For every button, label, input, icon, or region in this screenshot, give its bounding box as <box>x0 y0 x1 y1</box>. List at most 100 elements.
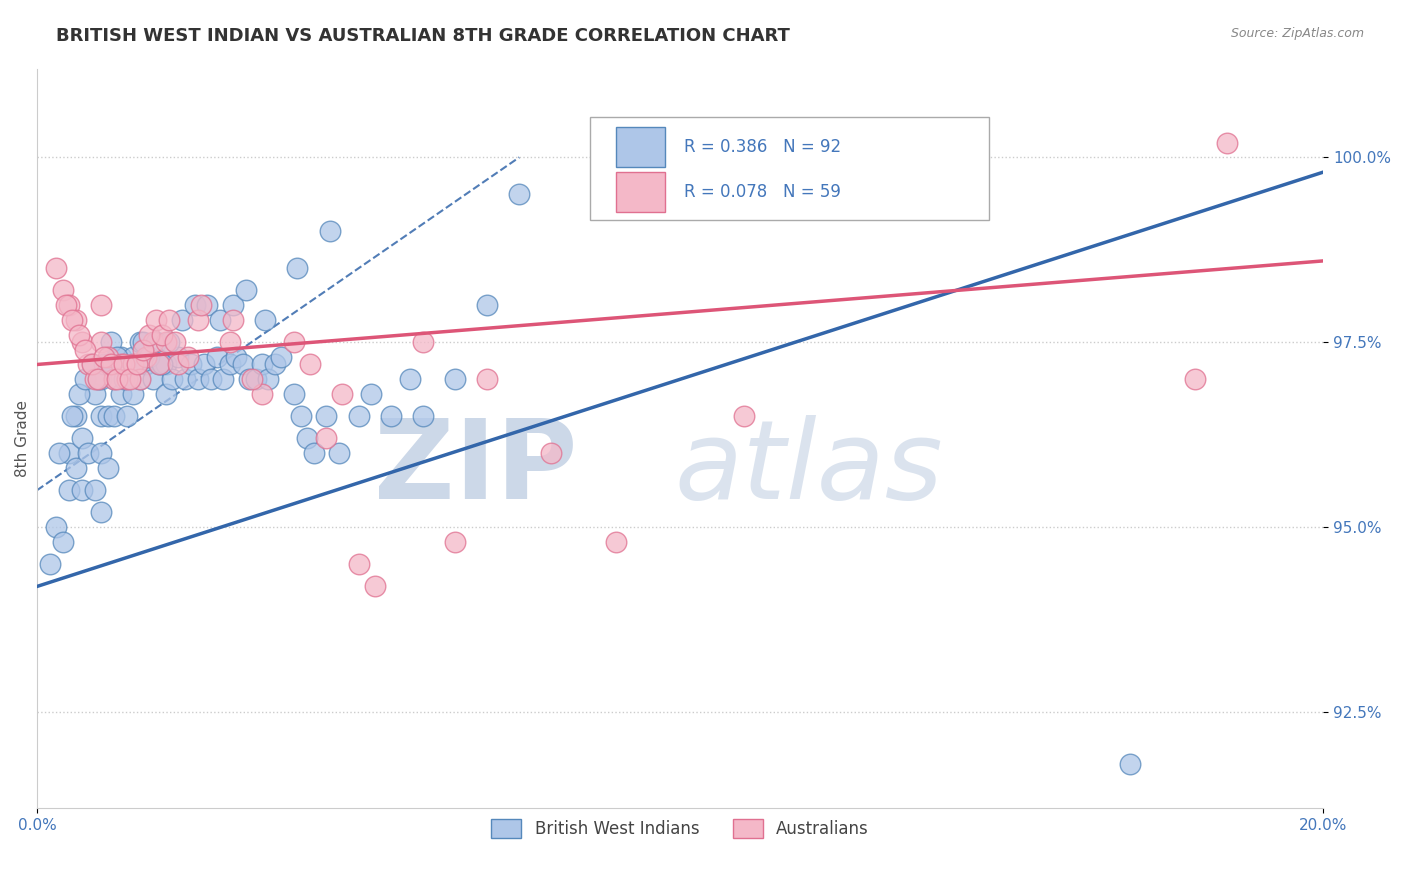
Point <box>205 350 228 364</box>
Point <box>605 535 627 549</box>
Point <box>55 298 77 312</box>
Point <box>222 313 245 327</box>
Point <box>315 409 337 424</box>
Text: BRITISH WEST INDIAN VS AUSTRALIAN 8TH GRADE CORRELATION CHART: BRITISH WEST INDIAN VS AUSTRALIAN 8TH GR… <box>56 27 790 45</box>
Point <box>135 358 157 372</box>
Point <box>128 372 150 386</box>
Point <box>250 358 273 372</box>
Point <box>399 372 422 386</box>
Point <box>187 313 209 327</box>
Point <box>232 358 254 372</box>
Point <box>508 187 530 202</box>
Point <box>65 409 87 424</box>
Point <box>122 350 145 364</box>
Point <box>733 409 755 424</box>
Point <box>155 335 177 350</box>
Point <box>103 372 125 386</box>
Point <box>83 387 105 401</box>
Point <box>70 432 93 446</box>
Point <box>115 372 138 386</box>
Point <box>150 358 173 372</box>
Point <box>103 372 125 386</box>
Point <box>295 432 318 446</box>
Point <box>283 335 305 350</box>
Point <box>87 372 110 386</box>
Point <box>145 313 167 327</box>
Point <box>270 350 292 364</box>
Point <box>160 372 183 386</box>
Point <box>48 446 70 460</box>
Point <box>80 358 103 372</box>
Point <box>155 387 177 401</box>
Point <box>195 298 218 312</box>
Point <box>150 327 173 342</box>
Point <box>132 343 155 357</box>
Y-axis label: 8th Grade: 8th Grade <box>15 400 30 477</box>
Point <box>100 335 122 350</box>
Point <box>444 372 467 386</box>
Point <box>90 298 112 312</box>
Point <box>299 358 322 372</box>
Point <box>142 335 165 350</box>
Point <box>380 409 402 424</box>
Point <box>540 446 562 460</box>
Point <box>75 372 97 386</box>
Point <box>90 335 112 350</box>
Point <box>290 409 312 424</box>
Point <box>122 358 145 372</box>
Point <box>225 350 247 364</box>
Legend: British West Indians, Australians: British West Indians, Australians <box>485 812 876 845</box>
Point <box>97 461 120 475</box>
Point <box>148 358 170 372</box>
Point <box>100 358 122 372</box>
Point <box>219 358 242 372</box>
Point <box>45 520 67 534</box>
Point <box>115 372 138 386</box>
Point <box>45 261 67 276</box>
Point <box>219 335 242 350</box>
Point <box>110 350 132 364</box>
Point <box>110 387 132 401</box>
Point <box>315 432 337 446</box>
Point <box>235 284 257 298</box>
Point <box>65 461 87 475</box>
Point <box>125 358 148 372</box>
Point <box>38 558 60 572</box>
Point <box>257 372 280 386</box>
Point <box>347 558 370 572</box>
Point <box>183 298 205 312</box>
Point <box>167 350 190 364</box>
Point <box>444 535 467 549</box>
Point <box>83 372 105 386</box>
Point <box>122 387 145 401</box>
Point <box>128 335 150 350</box>
Bar <box>616 172 665 212</box>
Point <box>70 335 93 350</box>
Point <box>180 358 202 372</box>
Point <box>115 409 138 424</box>
Point <box>170 313 193 327</box>
Point <box>328 446 350 460</box>
Point <box>200 372 222 386</box>
Point <box>138 350 160 364</box>
Point <box>90 372 112 386</box>
Point <box>412 335 434 350</box>
Point <box>242 372 264 386</box>
FancyBboxPatch shape <box>591 117 988 220</box>
Point <box>145 335 167 350</box>
Point <box>475 298 498 312</box>
Point <box>318 224 340 238</box>
Point <box>1216 136 1239 150</box>
Point <box>75 343 97 357</box>
Point <box>125 358 148 372</box>
Point <box>58 483 80 498</box>
Point <box>245 372 267 386</box>
Point <box>93 350 115 364</box>
Text: R = 0.386   N = 92: R = 0.386 N = 92 <box>683 138 841 156</box>
Point <box>187 372 209 386</box>
Point <box>83 483 105 498</box>
Point <box>128 372 150 386</box>
Point <box>363 579 385 593</box>
Point <box>250 387 273 401</box>
Point <box>67 387 90 401</box>
